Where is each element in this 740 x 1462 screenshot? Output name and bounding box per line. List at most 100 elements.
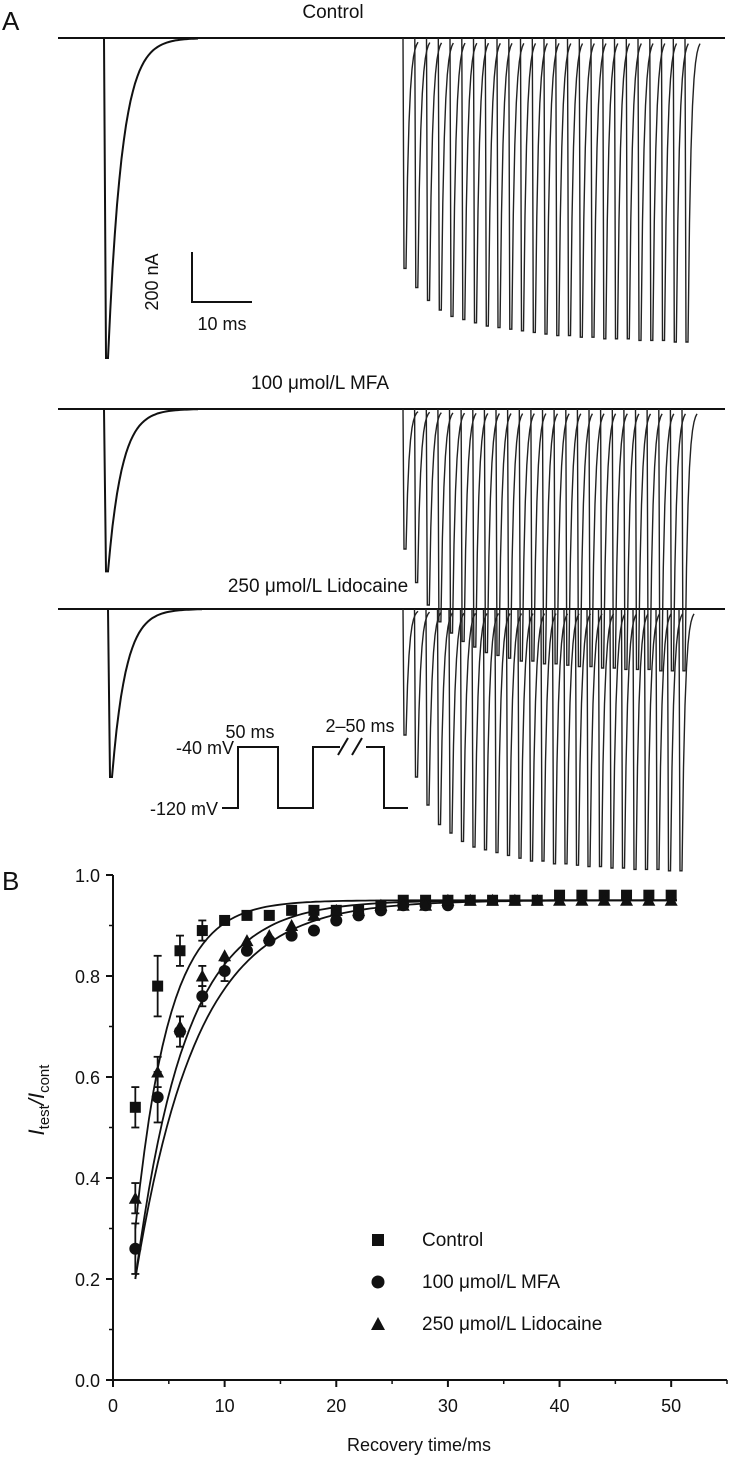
trace-title-lidocaine: 250 μmol/L Lidocaine <box>228 576 408 597</box>
test-current-transient <box>448 608 465 834</box>
voltage-protocol: -40 mV -120 mV 50 ms 2–50 ms <box>150 716 408 819</box>
data-point-triangle <box>173 1020 187 1032</box>
y-tick-label: 0.2 <box>75 1270 100 1290</box>
data-point-square <box>286 904 298 916</box>
data-point-triangle <box>664 893 678 906</box>
test-current-transient <box>518 408 535 662</box>
test-current-transient <box>413 608 431 778</box>
data-point-square <box>152 980 164 992</box>
data-point-circle <box>240 944 253 957</box>
scale-bar-current-label: 200 nA <box>142 253 162 310</box>
data-point-circle <box>218 964 231 977</box>
panel-a-label: A <box>2 6 20 36</box>
data-point-triangle <box>262 929 276 942</box>
legend-label: 100 μmol/L MFA <box>422 1272 560 1293</box>
test-current-transient <box>553 408 570 665</box>
data-point-square <box>129 1101 141 1113</box>
data-point-triangle <box>128 1191 142 1204</box>
data-point-circle <box>330 914 343 927</box>
y-axis-label-i: I <box>24 1129 49 1135</box>
data-point-triangle <box>419 898 433 911</box>
y-axis-label-sub-test: test <box>36 1104 53 1129</box>
data-point-circle <box>196 990 209 1003</box>
data-point-circle <box>285 929 298 942</box>
conditioning-current <box>103 37 199 359</box>
trace-lidocaine <box>58 608 725 872</box>
data-point-circle <box>151 1091 164 1104</box>
test-current-transient <box>658 408 675 672</box>
protocol-pulse-duration: 50 ms <box>225 722 274 742</box>
test-current-transient <box>425 408 442 606</box>
test-current-transient <box>597 608 615 868</box>
trace-mfa <box>58 408 725 672</box>
data-point-triangle <box>597 893 611 906</box>
data-point-triangle <box>508 893 522 906</box>
data-point-triangle <box>307 908 321 921</box>
trace-title-mfa: 100 μmol/L MFA <box>251 373 389 394</box>
test-current-transient <box>649 37 666 342</box>
test-current-transient <box>531 37 548 334</box>
data-point-triangle <box>329 903 343 916</box>
fit-curves <box>134 899 677 1280</box>
chart-axes: 0 10 20 30 40 50 0.0 0.2 0.4 0.6 0.8 1.0 <box>75 866 728 1416</box>
test-current-transient <box>684 37 701 343</box>
protocol-interval: 2–50 ms <box>325 716 394 736</box>
test-current-transient <box>528 608 546 862</box>
test-current-transient <box>623 408 640 671</box>
test-current-transient <box>482 608 500 851</box>
data-point-square <box>263 909 275 921</box>
data-point-triangle <box>486 893 500 906</box>
data-point-triangle <box>530 893 544 906</box>
test-current-transient <box>540 608 557 862</box>
test-current-transient <box>578 37 595 338</box>
test-current-transient <box>483 408 501 654</box>
test-current-transient <box>555 37 572 337</box>
data-point-triangle <box>218 949 232 962</box>
y-axis-label: Itest/Icont <box>24 1064 53 1136</box>
test-current-transient <box>643 608 661 871</box>
test-current-transient <box>437 408 454 623</box>
test-current-transient <box>506 408 524 659</box>
test-current-transient <box>588 408 605 668</box>
data-points <box>128 889 678 1275</box>
test-current-transient <box>632 608 649 871</box>
test-current-transient <box>425 608 442 806</box>
test-current-transient <box>414 37 431 289</box>
axis-lines <box>112 875 727 1381</box>
y-axis-label-sub-cont: cont <box>36 1064 53 1093</box>
test-current-transient <box>669 408 687 672</box>
x-tick-label: 10 <box>215 1396 235 1416</box>
legend-label: 250 μmol/L Lidocaine <box>422 1314 602 1335</box>
test-current-transient <box>574 608 592 866</box>
trace-control <box>58 37 725 359</box>
y-tick-label: 1.0 <box>75 866 100 886</box>
test-current-transient <box>459 608 477 843</box>
test-current-transient <box>508 37 525 330</box>
test-current-transient <box>541 408 559 665</box>
data-point-triangle <box>642 893 656 906</box>
data-point-triangle <box>195 969 209 982</box>
test-current-transient <box>678 608 695 872</box>
test-current-transient <box>437 37 454 311</box>
conditioning-current <box>107 608 202 778</box>
trace-title-control: Control <box>302 2 363 23</box>
data-point-square <box>219 914 231 926</box>
test-current-transient <box>563 608 580 865</box>
test-current-transient <box>551 608 569 865</box>
test-current-transient <box>646 408 663 671</box>
protocol-step-voltage: -40 mV <box>176 738 234 758</box>
test-current-transient <box>484 37 501 327</box>
data-point-square <box>174 945 186 957</box>
data-point-triangle <box>441 893 455 906</box>
conditioning-current <box>103 408 199 573</box>
test-current-transient <box>413 408 431 584</box>
data-point-square <box>196 925 208 937</box>
data-point-triangle <box>371 1317 385 1330</box>
test-current-transient <box>402 408 419 550</box>
test-current-transient <box>634 408 652 671</box>
y-tick-label: 0.0 <box>75 1371 100 1391</box>
data-point-triangle <box>553 893 567 906</box>
panel-b-label: B <box>2 866 19 896</box>
test-current-transient <box>494 608 511 854</box>
test-current-transient <box>666 608 684 872</box>
